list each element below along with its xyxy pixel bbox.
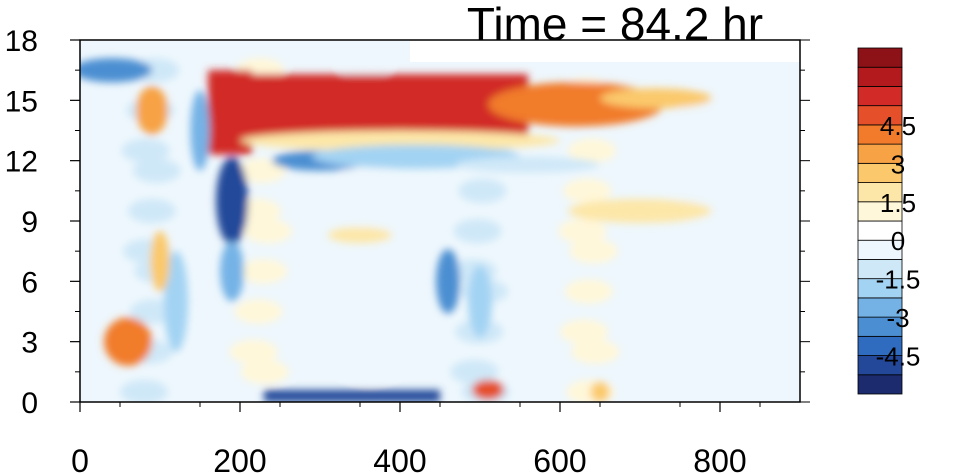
colorbar-label: -4.5 [876,342,921,372]
x-axis: 0 200 400 600 800 [71,402,761,473]
upper-positive-band [252,74,528,137]
upper-positive-band [600,88,712,109]
colorbar-swatch [857,66,903,87]
field-noise [568,138,616,163]
negative-column [220,241,244,302]
colorbar-swatch [857,47,903,68]
colorbar-swatch [857,374,903,395]
colorbar-label: 0 [891,226,905,256]
mid-negative-spot [436,249,460,314]
x-tick-label: 400 [373,443,426,473]
field-noise [671,379,720,402]
field-noise [676,339,724,364]
y-tick-label: 18 [5,25,38,58]
field-noise [244,218,292,244]
field-noise [672,138,721,163]
surface-positive-spot [590,381,610,402]
left-streak [80,58,152,83]
colorbar-label: 1.5 [880,188,916,218]
chart-title: Time = 84.2 hr [467,0,763,50]
field-noise [453,218,502,244]
y-tick-label: 3 [21,327,38,360]
field-noise [229,339,278,364]
field-noise [563,178,612,203]
surface-negative-band [264,389,440,402]
negative-column [190,90,210,171]
negative-column [216,156,248,246]
field-noise [234,299,283,324]
colorbar: 4.5 3 1.5 0 -1.5 -3 -4.5 [857,47,921,395]
left-positive-spot [104,317,152,366]
x-tick-label: 600 [533,443,586,473]
field-noise [450,359,499,384]
y-tick-label: 0 [21,387,38,420]
left-streak [150,231,170,292]
field-noise [680,299,729,324]
y-tick-label: 15 [5,85,38,118]
surface-positive-spot [472,379,504,400]
field-noise [344,259,392,284]
field-noise [560,319,608,344]
field-noise [240,359,289,384]
colorbar-label: -3 [886,303,909,333]
field-noise [668,178,716,203]
upper-band-edge [240,130,560,151]
colorbar-label: -1.5 [876,265,921,295]
negative-band [456,156,600,173]
field-noise [237,158,286,183]
field-noise [339,299,388,324]
field-noise [569,239,618,264]
field-noise [564,279,613,304]
field-noise [458,178,507,203]
field-noise [121,138,170,163]
heatmap-field [80,58,731,402]
field-noise [682,58,731,83]
colorbar-label: 3 [891,149,905,179]
x-tick-label: 800 [693,443,746,473]
y-axis: 0 3 6 9 12 15 18 [5,25,810,420]
no-data-region [410,40,800,62]
y-tick-label: 6 [21,266,38,299]
field-noise [120,379,168,402]
x-tick-label: 200 [213,443,266,473]
right-positive-patch [568,198,712,224]
x-tick-label: 0 [71,443,89,473]
mid-negative-spot [468,265,492,338]
field-noise [674,239,723,264]
field-noise [571,339,620,364]
colorbar-swatch [857,86,903,107]
mid-positive-patch [328,227,392,244]
field-noise [558,218,607,244]
field-noise [239,259,288,284]
field-noise [350,319,399,344]
field-noise [669,279,718,304]
colorbar-label: 4.5 [880,111,916,141]
left-streak [164,251,188,352]
field-noise [345,359,394,384]
field-noise [353,178,402,203]
y-tick-label: 12 [5,146,38,179]
field-noise [128,198,176,224]
field-noise [132,158,181,183]
left-streak [136,86,168,135]
y-tick-label: 9 [21,206,38,239]
